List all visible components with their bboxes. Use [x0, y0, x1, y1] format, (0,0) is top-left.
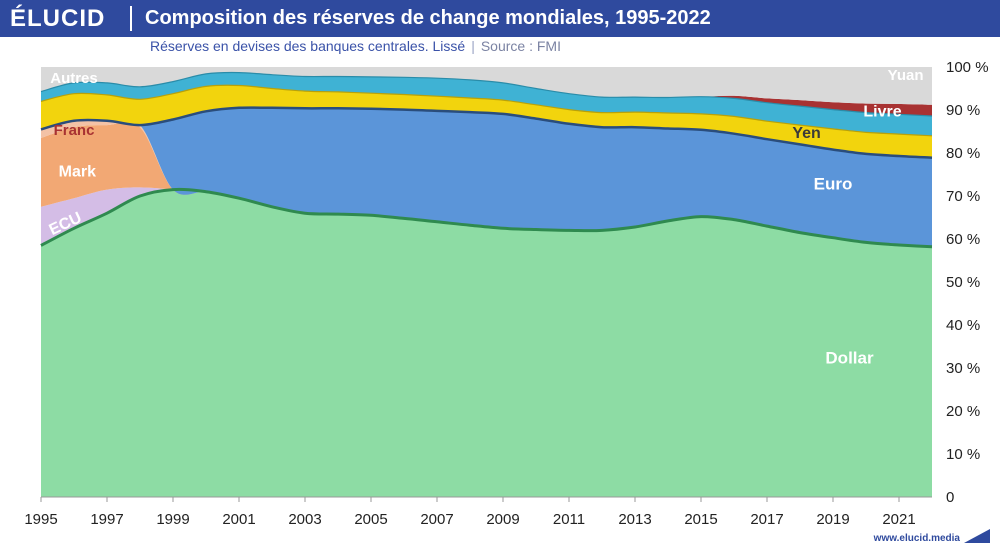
- area-mark: [41, 121, 932, 247]
- label-dollar: Dollar: [825, 349, 874, 368]
- x-tick-label: 2005: [354, 511, 387, 528]
- x-tick-label: 2015: [684, 511, 717, 528]
- label-yen: Yen: [792, 125, 820, 142]
- y-tick-label: 0: [946, 489, 954, 506]
- line-dollar: [40, 187, 933, 249]
- label-livre: Livre: [863, 103, 901, 120]
- x-tick-label: 1997: [90, 511, 123, 528]
- x-tick-label: 2017: [750, 511, 783, 528]
- y-tick-label: 20 %: [946, 403, 980, 420]
- x-tick-label: 2003: [288, 511, 321, 528]
- area-yen: [41, 85, 932, 158]
- y-tick-label: 50 %: [946, 274, 980, 291]
- y-tick-label: 100 %: [946, 59, 989, 76]
- label-yuan: Yuan: [888, 67, 924, 84]
- y-tick-label: 30 %: [946, 360, 980, 377]
- line-yen: [40, 84, 933, 137]
- x-tick-label: 2001: [222, 511, 255, 528]
- brand-mark-icon: [964, 529, 990, 543]
- line-euro: [40, 106, 933, 159]
- x-tick-label: 2013: [618, 511, 651, 528]
- x-tick-label: 2019: [816, 511, 849, 528]
- label-autres: Autres: [50, 70, 98, 87]
- label-mark: Mark: [59, 164, 96, 181]
- y-tick-label: 70 %: [946, 188, 980, 205]
- line-livre: [40, 71, 933, 117]
- x-tick-label: 1999: [156, 511, 189, 528]
- logo-divider: [130, 6, 132, 31]
- y-tick-label: 60 %: [946, 231, 980, 248]
- y-tick-label: 40 %: [946, 317, 980, 334]
- boundary-lines: [40, 71, 933, 249]
- label-euro: Euro: [814, 175, 853, 194]
- brand-logo: ÉLUCID: [10, 5, 106, 32]
- y-tick-label: 90 %: [946, 102, 980, 119]
- area-ecu: [41, 187, 932, 247]
- source-text: Source : FMI: [480, 38, 561, 54]
- x-tick-label: 2021: [882, 511, 915, 528]
- header-bar: ÉLUCID Composition des réserves de chang…: [0, 0, 1000, 37]
- chart-subtitle: Réserves en devises des banques centrale…: [150, 38, 561, 54]
- subtitle-separator: |: [471, 38, 475, 54]
- area-dollar: [41, 189, 932, 497]
- y-tick-label: 80 %: [946, 145, 980, 162]
- axes: 1995 1997 1999 2001 2003 2005 2007 2009 2011 2013…: [24, 59, 988, 528]
- footer-url[interactable]: www.elucid.media: [873, 533, 960, 544]
- x-tick-label: 2011: [553, 511, 585, 528]
- area-euro: [41, 107, 932, 247]
- label-franc: Franc: [54, 122, 95, 139]
- x-tick-label: 2007: [420, 511, 453, 528]
- x-tick-label: 2009: [486, 511, 519, 528]
- y-tick-label: 10 %: [946, 446, 980, 463]
- subtitle-text: Réserves en devises des banques centrale…: [150, 38, 466, 54]
- area-autres: [41, 67, 932, 105]
- chart-title: Composition des réserves de change mondi…: [145, 7, 711, 29]
- x-tick-label: 1995: [24, 511, 57, 528]
